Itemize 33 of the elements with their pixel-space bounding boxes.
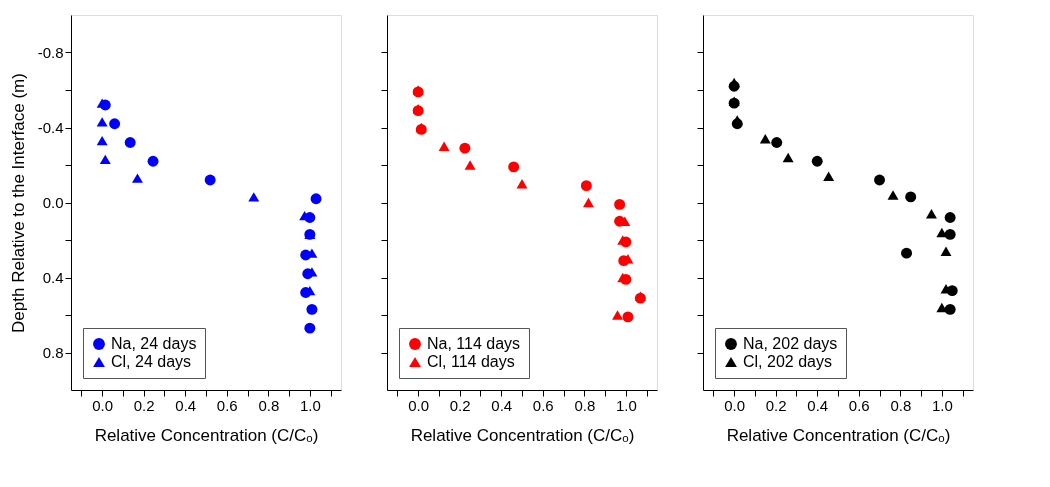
x-tick-label: 0.4 bbox=[491, 396, 513, 414]
x-axis-title: Relative Concentration (C/Cₒ) bbox=[726, 425, 951, 445]
y-tick-label: 0.0 bbox=[42, 194, 64, 211]
legend-label: Na, 114 days bbox=[427, 335, 521, 352]
y-tick-label: 0.8 bbox=[42, 344, 64, 361]
x-tick-label: 0.2 bbox=[133, 396, 155, 414]
x-tick-label: 0.2 bbox=[449, 396, 471, 414]
x-tick-label: 1.0 bbox=[615, 396, 637, 414]
x-tick-label: 0.0 bbox=[724, 396, 746, 414]
x-tick-label: 0.0 bbox=[408, 396, 430, 414]
x-tick-label: 0.8 bbox=[258, 396, 280, 414]
x-tick-label: 0.4 bbox=[807, 396, 829, 414]
x-axis-title: Relative Concentration (C/Cₒ) bbox=[94, 425, 319, 445]
x-tick-label: 1.0 bbox=[931, 396, 953, 414]
y-tick-label: 0.4 bbox=[42, 269, 64, 286]
x-tick-label: 0.2 bbox=[765, 396, 787, 414]
legend-label: Na, 202 days bbox=[743, 335, 838, 352]
x-tick-label: 0.6 bbox=[216, 396, 238, 414]
x-tick-label: 0.6 bbox=[848, 396, 870, 414]
x-tick-label: 1.0 bbox=[299, 396, 321, 414]
y-tick-label: -0.8 bbox=[37, 44, 64, 61]
y-axis-title: Depth Relative to the Interface (m) bbox=[8, 73, 28, 333]
legend-label: Cl, 202 days bbox=[743, 353, 832, 370]
x-tick-label: 0.8 bbox=[890, 396, 912, 414]
legend-label: Cl, 114 days bbox=[427, 353, 515, 370]
legend-label: Na, 24 days bbox=[111, 335, 197, 352]
x-tick-label: 0.4 bbox=[175, 396, 197, 414]
x-axis-title: Relative Concentration (C/Cₒ) bbox=[410, 425, 635, 445]
x-tick-label: 0.0 bbox=[92, 396, 114, 414]
x-tick-label: 0.8 bbox=[574, 396, 596, 414]
legend-label: Cl, 24 days bbox=[111, 353, 192, 370]
y-tick-label: -0.4 bbox=[37, 119, 64, 136]
x-tick-label: 0.6 bbox=[532, 396, 554, 414]
